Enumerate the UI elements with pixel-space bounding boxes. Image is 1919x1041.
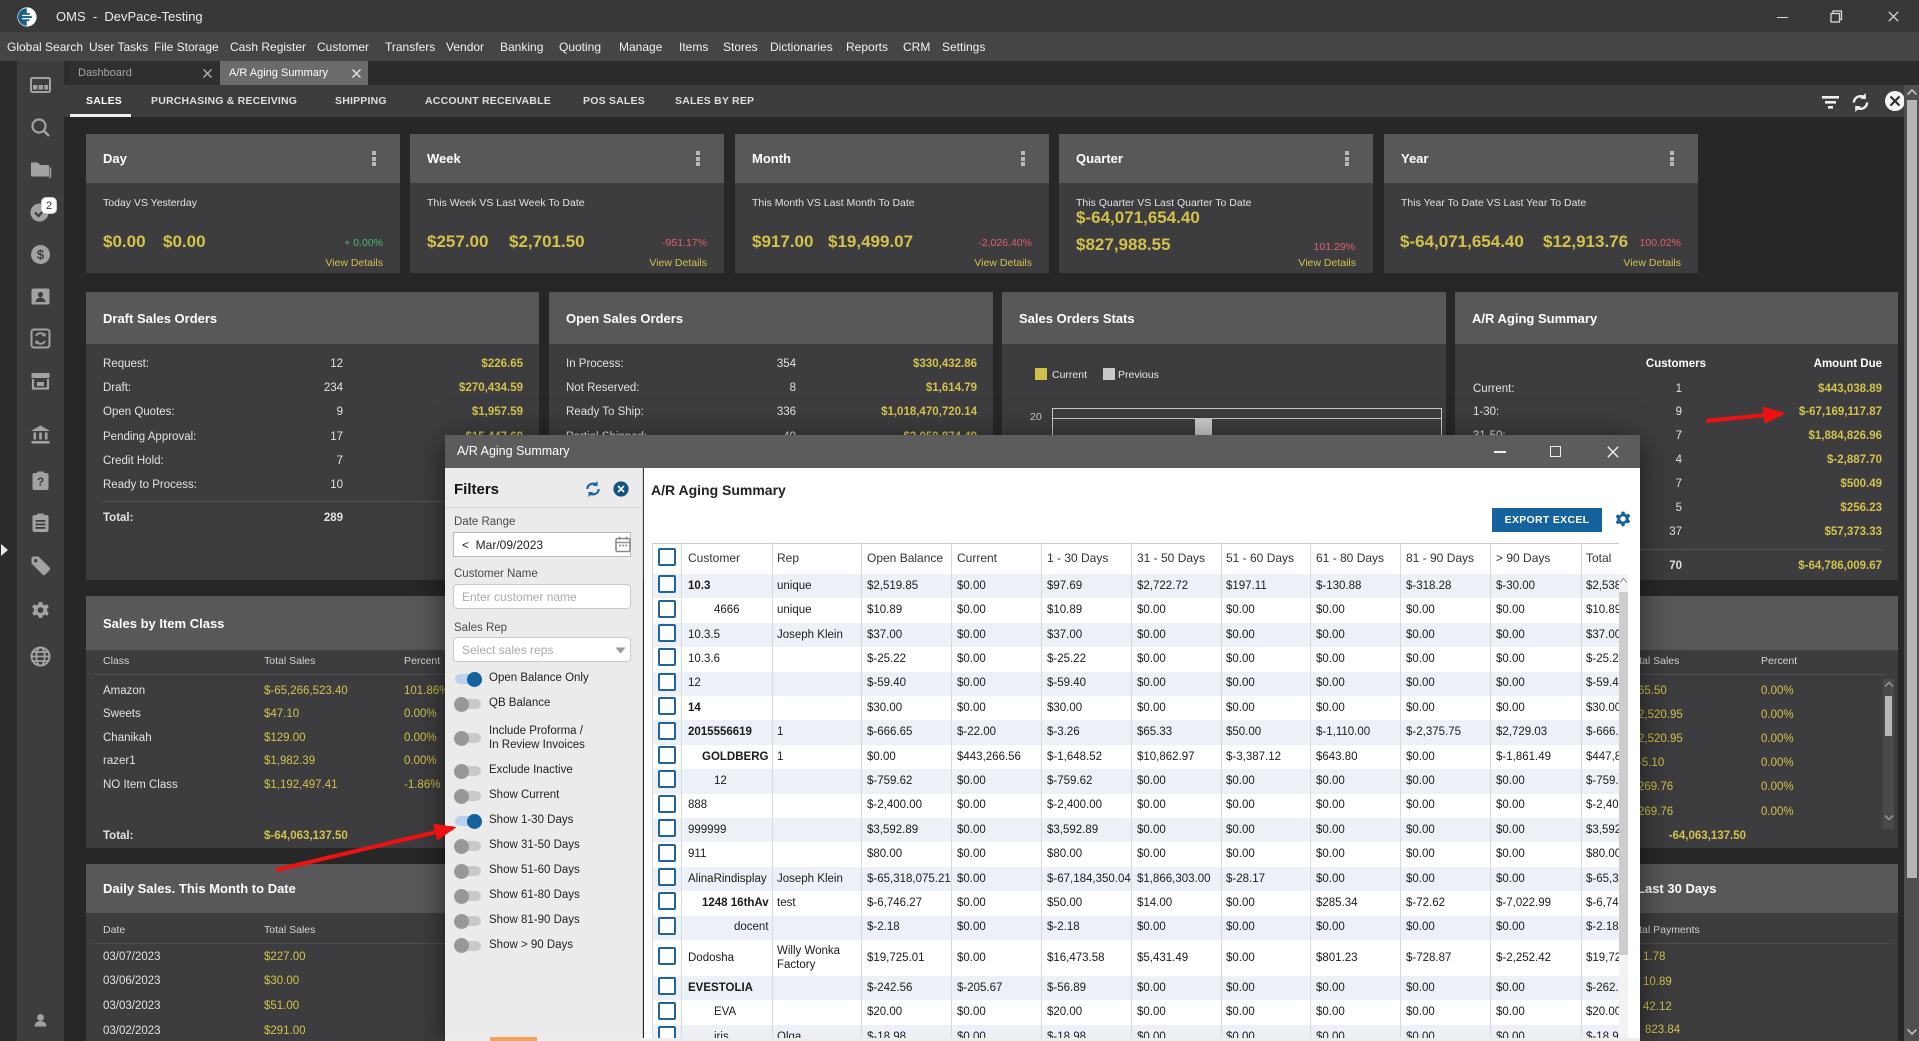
svg-text:?: ? [37,475,44,489]
svg-text:$: $ [37,247,45,262]
